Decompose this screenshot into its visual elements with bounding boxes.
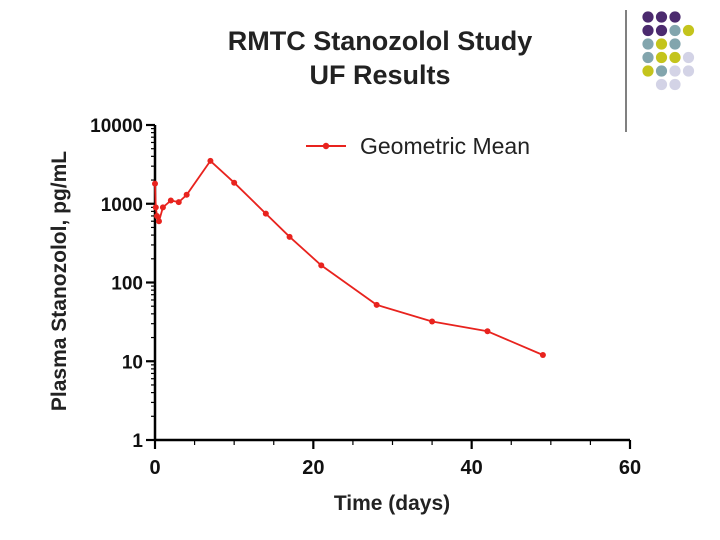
decorative-dot xyxy=(682,24,695,37)
y-tick-label: 1000 xyxy=(101,195,143,216)
y-tick-label: 10000 xyxy=(90,116,143,137)
data-point xyxy=(207,157,214,164)
data-point xyxy=(159,204,166,211)
data-point xyxy=(429,318,436,325)
data-point xyxy=(183,191,190,198)
y-tick-label: 10 xyxy=(122,352,143,373)
data-point xyxy=(286,233,293,240)
decorative-dot xyxy=(669,24,681,37)
y-axis-label: Plasma Stanozolol, pg/mL xyxy=(48,151,71,411)
data-point xyxy=(175,199,182,206)
legend-marker xyxy=(322,142,330,150)
legend-label: Geometric Mean xyxy=(360,133,530,159)
data-point xyxy=(484,328,491,335)
y-tick-label: 1 xyxy=(132,431,143,452)
chart-ticks: 1 10 100 1000 10000 0 20 40 60 xyxy=(90,116,641,479)
decorative-dot xyxy=(655,11,668,23)
chart-legend: Geometric Mean xyxy=(306,133,530,159)
data-point xyxy=(262,210,269,217)
decorative-dot xyxy=(655,78,668,91)
decorative-dot xyxy=(642,38,654,50)
decorative-dot xyxy=(669,38,681,50)
decorative-dot xyxy=(682,51,695,64)
series-line xyxy=(154,159,544,356)
chart-axes xyxy=(153,125,630,442)
chart-plot-area xyxy=(152,157,546,359)
data-point xyxy=(152,180,158,187)
decorative-dot xyxy=(682,65,695,77)
decorative-dot xyxy=(669,65,681,77)
data-point xyxy=(167,197,174,204)
chart-title-line-1: RMTC Stanozolol Study xyxy=(227,26,533,56)
decorative-dot xyxy=(642,51,654,64)
decorative-dot xyxy=(655,24,668,37)
decorative-dot xyxy=(655,65,668,77)
decorative-dot xyxy=(669,11,681,23)
decorative-dot xyxy=(642,65,654,77)
data-point xyxy=(155,218,162,225)
y-tick-label: 100 xyxy=(111,274,143,295)
data-point xyxy=(152,204,159,211)
data-point xyxy=(539,352,546,359)
x-tick-label: 20 xyxy=(302,457,324,479)
decorative-dot xyxy=(655,51,668,64)
decorative-dot xyxy=(642,11,654,23)
data-point xyxy=(231,179,238,186)
decorative-dot xyxy=(655,38,668,50)
data-point xyxy=(153,212,160,219)
x-tick-label: 60 xyxy=(619,457,641,479)
data-point xyxy=(373,301,380,308)
data-point xyxy=(318,262,325,269)
decorative-dot xyxy=(669,51,681,64)
x-tick-label: 0 xyxy=(149,457,160,479)
x-tick-label: 40 xyxy=(461,457,483,479)
chart-title-line-2: UF Results xyxy=(309,60,451,90)
decorative-dot-grid xyxy=(642,11,695,91)
x-axis-label: Time (days) xyxy=(334,492,450,515)
decorative-dot xyxy=(642,24,654,37)
decorative-dot xyxy=(669,78,681,91)
